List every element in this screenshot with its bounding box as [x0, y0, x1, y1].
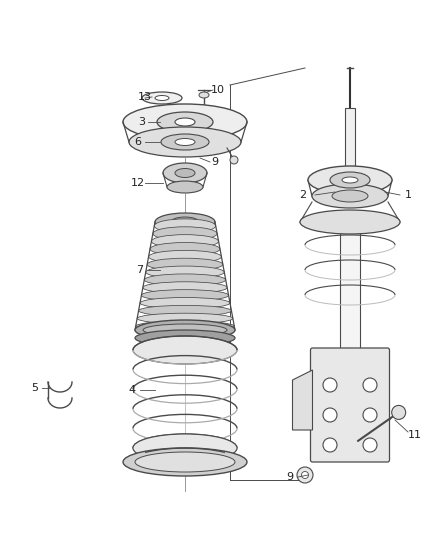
Ellipse shape	[163, 163, 207, 183]
Ellipse shape	[175, 168, 195, 177]
Ellipse shape	[140, 297, 230, 309]
FancyBboxPatch shape	[311, 348, 389, 462]
Circle shape	[230, 156, 238, 164]
Ellipse shape	[161, 134, 209, 150]
Circle shape	[301, 472, 308, 479]
Text: 1: 1	[405, 190, 411, 200]
Text: 10: 10	[211, 85, 225, 95]
Text: 9: 9	[212, 157, 219, 167]
Ellipse shape	[144, 274, 226, 286]
Text: 6: 6	[134, 137, 141, 147]
Circle shape	[323, 408, 337, 422]
Circle shape	[363, 378, 377, 392]
Text: 9: 9	[286, 472, 293, 482]
Ellipse shape	[138, 305, 231, 316]
Ellipse shape	[133, 434, 237, 462]
Ellipse shape	[142, 92, 182, 104]
Ellipse shape	[308, 166, 392, 194]
Bar	[345, 108, 355, 173]
Ellipse shape	[330, 172, 370, 188]
Ellipse shape	[150, 243, 220, 255]
Ellipse shape	[135, 452, 235, 472]
Text: 5: 5	[32, 383, 39, 393]
Text: 12: 12	[131, 178, 145, 188]
Text: 7: 7	[137, 265, 144, 275]
Ellipse shape	[135, 320, 235, 340]
Ellipse shape	[129, 127, 241, 157]
Ellipse shape	[133, 336, 237, 364]
Text: 4: 4	[128, 385, 136, 395]
Ellipse shape	[123, 448, 247, 476]
Ellipse shape	[175, 118, 195, 126]
Ellipse shape	[143, 282, 227, 293]
Ellipse shape	[167, 181, 203, 193]
Ellipse shape	[175, 139, 195, 146]
Ellipse shape	[154, 219, 215, 233]
Ellipse shape	[155, 95, 169, 101]
Circle shape	[392, 406, 406, 419]
Text: 13: 13	[138, 92, 152, 102]
Ellipse shape	[155, 213, 215, 231]
Polygon shape	[293, 370, 312, 430]
Ellipse shape	[312, 184, 388, 208]
Ellipse shape	[137, 313, 233, 324]
Ellipse shape	[199, 92, 209, 98]
Ellipse shape	[300, 210, 400, 234]
Ellipse shape	[136, 321, 234, 331]
Circle shape	[297, 467, 313, 483]
Circle shape	[363, 408, 377, 422]
Ellipse shape	[148, 251, 222, 263]
Ellipse shape	[147, 258, 223, 271]
Ellipse shape	[123, 104, 247, 140]
Circle shape	[323, 438, 337, 452]
Ellipse shape	[157, 112, 213, 132]
Ellipse shape	[143, 324, 227, 336]
Ellipse shape	[332, 190, 368, 202]
Text: 11: 11	[408, 430, 422, 440]
Ellipse shape	[152, 235, 219, 248]
Ellipse shape	[146, 266, 224, 278]
Bar	[340, 233, 360, 350]
Ellipse shape	[153, 227, 217, 240]
Circle shape	[323, 378, 337, 392]
Ellipse shape	[342, 177, 358, 183]
Text: 8: 8	[127, 457, 134, 467]
Ellipse shape	[141, 289, 229, 301]
Text: 2: 2	[300, 190, 307, 200]
Text: 3: 3	[138, 117, 145, 127]
Circle shape	[363, 438, 377, 452]
Ellipse shape	[135, 330, 235, 346]
Ellipse shape	[171, 217, 199, 227]
